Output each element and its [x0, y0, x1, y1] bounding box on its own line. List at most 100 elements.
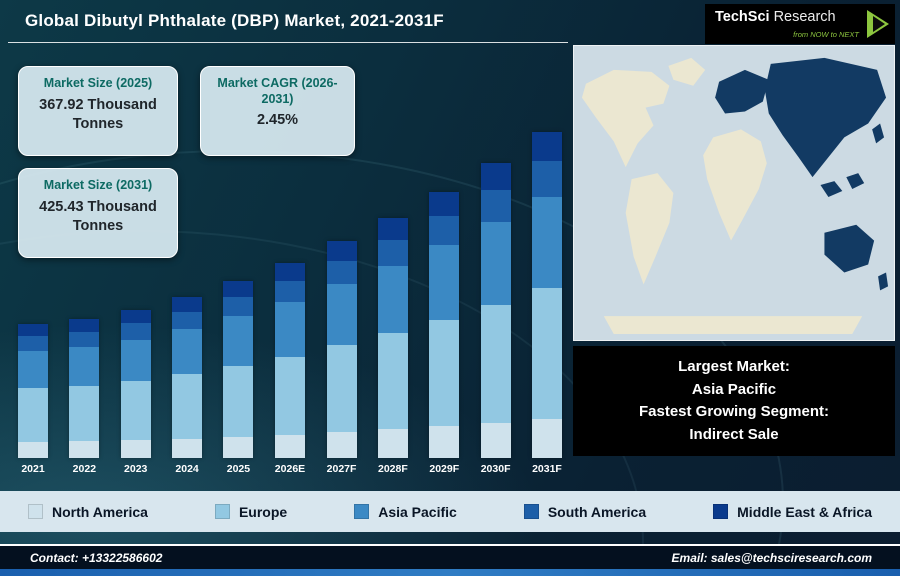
bar-segment-asia-pacific	[274, 302, 305, 357]
x-axis-label: 2031F	[532, 463, 562, 475]
bar-segment-europe	[120, 381, 151, 441]
bar-segment-asia-pacific	[172, 329, 203, 375]
bar-segment-europe	[69, 385, 100, 442]
x-axis-label: 2030F	[480, 463, 511, 475]
title-underline	[8, 42, 568, 43]
bar-segment-middle-east-africa	[429, 192, 460, 216]
x-axis-label: 2025	[226, 463, 251, 475]
card-value: 367.92 Thousand Tonnes	[39, 96, 157, 133]
bar-segment-north-america	[69, 441, 100, 458]
card-title: Market Size (2031)	[43, 178, 153, 192]
stacked-bar-2030F	[480, 163, 511, 458]
stacked-bar-2022	[69, 319, 100, 458]
bar-segment-asia-pacific	[377, 265, 408, 334]
largest-market-callout: Largest Market: Asia Pacific Fastest Gro…	[573, 346, 895, 456]
callout-line: Largest Market:	[678, 358, 790, 375]
bar-segment-middle-east-africa	[480, 163, 511, 190]
bar-segment-south-america	[480, 189, 511, 223]
bar-segment-south-america	[274, 280, 305, 302]
bar-column-2026E: 2026E	[275, 263, 305, 476]
legend-swatch	[28, 504, 43, 519]
bar-segment-asia-pacific	[223, 316, 254, 366]
bar-segment-north-america	[326, 431, 357, 458]
x-axis-label: 2027F	[326, 463, 357, 475]
bar-segment-north-america	[18, 441, 48, 458]
bar-segment-middle-east-africa	[18, 324, 48, 337]
stacked-bar-2025	[223, 281, 254, 458]
stacked-bar-2028F	[377, 218, 408, 458]
stacked-bar-2029F	[429, 192, 460, 458]
bar-segment-north-america	[223, 436, 254, 458]
logo-brand-bold: TechSci	[715, 9, 770, 25]
legend-item-north-america: North America	[28, 504, 148, 520]
legend-swatch	[214, 504, 230, 519]
bar-chart: 2021 2022 2023 2024 2025 2026E 2027F 2028F 2029F…	[12, 118, 568, 476]
bar-segment-europe	[18, 388, 48, 442]
bar-column-2027F: 2027F	[326, 241, 357, 476]
legend-item-europe: Europe	[214, 504, 287, 520]
bar-segment-europe	[223, 365, 254, 437]
legend-label: Asia Pacific	[378, 503, 457, 520]
bar-segment-asia-pacific	[531, 197, 562, 289]
bar-segment-south-america	[223, 296, 254, 317]
bar-column-2030F: 2030F	[480, 163, 511, 476]
world-map-svg	[581, 57, 889, 335]
legend-swatch	[354, 504, 370, 519]
bar-segment-middle-east-africa	[172, 297, 203, 312]
page-title: Global Dibutyl Phthalate (DBP) Market, 2…	[25, 11, 444, 30]
x-axis-label: 2023	[124, 463, 148, 475]
bar-column-2024: 2024	[172, 297, 203, 476]
stacked-bar-2023	[120, 310, 151, 458]
x-axis-label: 2029F	[429, 463, 460, 475]
bar-segment-middle-east-africa	[531, 132, 562, 162]
logo-text: TechSci Research	[715, 9, 887, 25]
legend-item-asia-pacific: Asia Pacific	[354, 504, 457, 520]
bar-segment-north-america	[377, 429, 408, 458]
legend-label: South America	[547, 503, 647, 520]
legend-item-south-america: South America	[523, 503, 647, 520]
legend-label: Middle East & Africa	[737, 503, 872, 520]
bar-segment-middle-east-africa	[120, 310, 151, 324]
footer-contact: Contact: +13322586602	[30, 551, 163, 565]
bar-column-2028F: 2028F	[377, 218, 408, 476]
stacked-bar-2026E	[274, 263, 305, 458]
bar-segment-middle-east-africa	[69, 319, 100, 332]
bar-segment-south-america	[120, 323, 151, 340]
bar-column-2022: 2022	[69, 319, 100, 476]
bar-segment-south-america	[18, 336, 48, 351]
bar-segment-europe	[172, 374, 203, 439]
techsci-logo: TechSci Research from NOW to NEXT	[705, 4, 895, 44]
bar-segment-asia-pacific	[120, 339, 151, 382]
bar-column-2025: 2025	[223, 281, 254, 476]
x-axis-label: 2024	[175, 463, 199, 475]
card-value: 425.43 Thousand Tonnes	[39, 198, 157, 235]
footer-accent-strip	[0, 569, 900, 576]
stacked-bar-2031F	[531, 132, 562, 458]
card-value: 2.45%	[256, 112, 299, 129]
stacked-bar-2024	[172, 297, 203, 458]
logo-tagline: from NOW to NEXT	[793, 30, 859, 39]
bar-column-2023: 2023	[120, 310, 151, 476]
chart-legend: North America Europe Asia Pacific South …	[0, 491, 900, 532]
market-cagr-card: Market CAGR (2026-2031) 2.45%	[200, 66, 355, 156]
legend-label: North America	[52, 503, 148, 520]
bar-segment-middle-east-africa	[377, 218, 408, 240]
x-axis-label: 2022	[72, 463, 97, 475]
bar-segment-europe	[429, 319, 460, 427]
bar-segment-north-america	[274, 434, 305, 458]
bar-segment-south-america	[531, 161, 562, 198]
market-size-2031-card: Market Size (2031) 425.43 Thousand Tonne…	[18, 168, 178, 258]
bar-segment-asia-pacific	[326, 284, 357, 346]
bar-segment-middle-east-africa	[274, 263, 305, 281]
bar-segment-europe	[377, 333, 408, 430]
card-title: Market Size (2025)	[43, 76, 153, 90]
bar-segment-south-america	[172, 311, 203, 330]
world-map	[573, 45, 895, 341]
x-axis-label: 2026E	[274, 463, 306, 475]
logo-brand-light: Research	[773, 9, 836, 25]
stacked-bar-2027F	[326, 241, 357, 458]
bar-segment-south-america	[326, 260, 357, 285]
footer-bar: Contact: +13322586602 Email: sales@techs…	[0, 544, 900, 576]
x-axis-label: 2028F	[378, 463, 408, 475]
